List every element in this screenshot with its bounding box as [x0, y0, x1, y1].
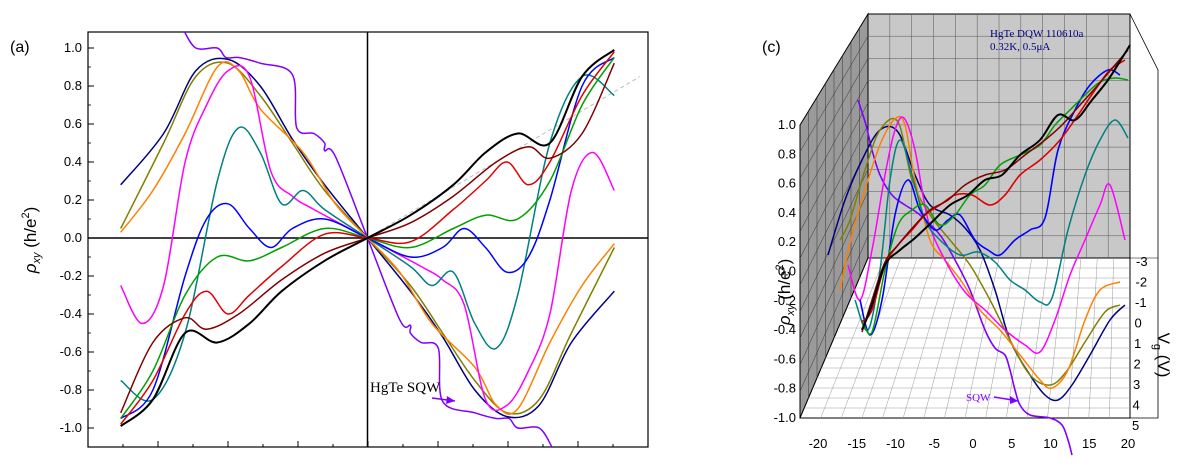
panel-c-right-outline — [1129, 13, 1159, 419]
panel-c-y-tick-label: 0.6 — [778, 176, 796, 191]
panel-c-y-tick-label: -0.4 — [774, 322, 796, 337]
panel-c-y-tick-label: -1.0 — [774, 410, 796, 425]
panel-c-z-tick-label: -3 — [1136, 254, 1148, 269]
panel-a: (a) ρxy (h/e2) -1.0 -0.8 -0.6 -0.4 -0.2 0.0 0.… — [10, 31, 649, 448]
panel-c-sqw-arrowhead — [1010, 396, 1018, 404]
panel-c-y-tick-label: 0.4 — [778, 205, 796, 220]
panel-c-x-tick-label: 15 — [1082, 436, 1096, 451]
panel-c-x-tick-label: -15 — [847, 436, 866, 451]
panel-a-diagonal-guide — [367, 76, 641, 239]
panel-c-annotation-title: HgTe DQW 110610a — [990, 28, 1083, 40]
panel-c-x-tick-label: 20 — [1121, 436, 1135, 451]
panel-c-series-5 — [854, 119, 1129, 332]
panel-c-series-10 — [861, 44, 1131, 331]
panel-a-y-tick-label: 1.0 — [64, 40, 82, 55]
panel-c-series-2 — [839, 117, 1121, 386]
panel-c-z-axis-label: Vg (V) — [1151, 333, 1173, 378]
panel-c-y-tick-label: 1.0 — [778, 117, 796, 132]
panel-c-z-tick-label: 0 — [1135, 316, 1142, 331]
panel-c-x-tick-label: 10 — [1043, 436, 1057, 451]
panel-c-y-axis-label: ρxy (h/e2) — [774, 259, 797, 327]
panel-a-y-tick-label: -0.2 — [60, 268, 82, 283]
panel-c: (c) -1.0 -0.8 -0.6 -0.4 -0.2 0.0 0.2 0.4 0.6 0.8 1… — [762, 12, 1173, 456]
panel-c-series-4 — [847, 116, 1126, 354]
panel-a-y-tick-label: -0.6 — [60, 344, 82, 359]
panel-a-y-ticks: -1.0 -0.8 -0.6 -0.4 -0.2 0.0 0.2 0.4 0.6 0.8 1.0 — [60, 40, 649, 448]
panel-a-annotation: HgTe SQW — [370, 380, 441, 396]
panel-c-y-tick-label: 0.8 — [778, 146, 796, 161]
panel-a-y-tick-label: -0.4 — [60, 306, 82, 321]
panel-c-y-tick-label: 0.2 — [778, 234, 796, 249]
panel-c-series-3 — [839, 115, 1121, 390]
panel-c-y-tick-label: -0.8 — [774, 381, 796, 396]
panel-a-y-tick-label: -1.0 — [60, 420, 82, 435]
panel-c-x-tick-label: 0 — [969, 436, 976, 451]
panel-c-y-tick-label: 0.0 — [778, 264, 796, 279]
panel-c-x-tick-label: -10 — [886, 436, 905, 451]
panel-a-y-tick-label: 0.2 — [64, 192, 82, 207]
panel-a-y-axis-label: ρxy (h/e2) — [20, 207, 43, 275]
panel-a-y-tick-label: -0.8 — [60, 382, 82, 397]
panel-c-annotation-conditions: 0.32K, 0.5μA — [990, 41, 1050, 53]
panel-c-x-tick-label: 5 — [1008, 436, 1015, 451]
panel-a-y-tick-label: 0.8 — [64, 78, 82, 93]
panel-c-label: (c) — [762, 39, 781, 56]
panel-a-annotation-arrowhead — [446, 396, 455, 404]
panel-c-series-6 — [859, 68, 1121, 336]
panel-c-y-tick-label: -0.2 — [774, 293, 796, 308]
panel-c-z-tick-label: 1 — [1134, 336, 1141, 351]
panel-c-z-tick-label: 5 — [1132, 418, 1139, 433]
panel-c-3d-box — [799, 12, 1159, 419]
panel-c-sqw-label: SQW — [966, 392, 991, 404]
panel-a-y-tick-label: 0.6 — [64, 116, 82, 131]
panel-c-z-tick-label: 3 — [1133, 377, 1140, 392]
panel-c-z-tick-label: -2 — [1136, 275, 1148, 290]
panel-c-x-tick-label: -5 — [928, 436, 940, 451]
panel-c-series-9 — [861, 49, 1129, 333]
panel-c-ticks: -1.0 -0.8 -0.6 -0.4 -0.2 0.0 0.2 0.4 0.6 0.8 1.0 -2… — [774, 117, 1148, 451]
panel-c-z-tick-label: 4 — [1133, 398, 1140, 413]
panel-c-series-7 — [861, 77, 1129, 335]
panel-c-plot — [827, 44, 1131, 456]
panel-a-label: (a) — [10, 39, 30, 56]
panel-c-z-tick-label: -1 — [1135, 295, 1147, 310]
panel-a-y-tick-label: 0.4 — [64, 154, 82, 169]
panel-c-z-tick-label: 2 — [1134, 357, 1141, 372]
panel-c-x-tick-label: -20 — [809, 436, 828, 451]
panel-a-y-tick-label: 0.0 — [64, 230, 82, 245]
panel-c-y-tick-label: -0.6 — [774, 351, 796, 366]
panel-a-series-10 — [120, 49, 615, 427]
panel-a-plot — [87, 31, 649, 448]
